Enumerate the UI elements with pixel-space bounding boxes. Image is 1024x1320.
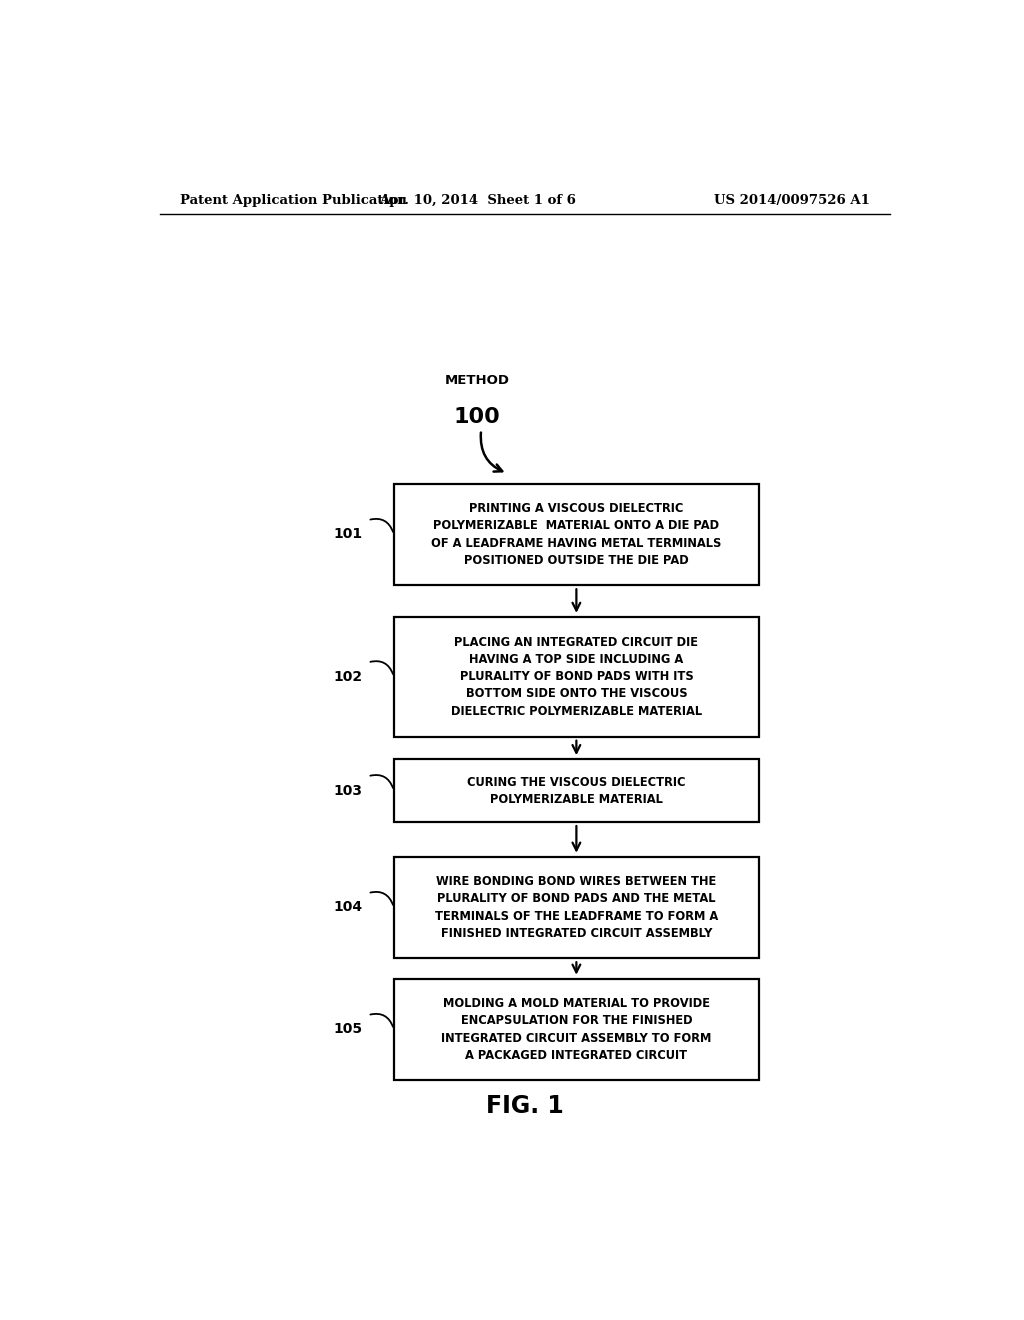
Bar	[394, 759, 759, 822]
Text: US 2014/0097526 A1: US 2014/0097526 A1	[714, 194, 870, 207]
Text: 104: 104	[333, 900, 362, 915]
Text: 105: 105	[333, 1023, 362, 1036]
Text: Apr. 10, 2014  Sheet 1 of 6: Apr. 10, 2014 Sheet 1 of 6	[379, 194, 575, 207]
Text: FIG. 1: FIG. 1	[486, 1094, 563, 1118]
Bar	[394, 616, 759, 737]
Text: 100: 100	[454, 408, 501, 428]
Text: 102: 102	[333, 669, 362, 684]
Text: METHOD: METHOD	[444, 374, 510, 387]
Bar	[394, 483, 759, 585]
Text: PLACING AN INTEGRATED CIRCUIT DIE
HAVING A TOP SIDE INCLUDING A
PLURALITY OF BON: PLACING AN INTEGRATED CIRCUIT DIE HAVING…	[451, 636, 701, 718]
Text: MOLDING A MOLD MATERIAL TO PROVIDE
ENCAPSULATION FOR THE FINISHED
INTEGRATED CIR: MOLDING A MOLD MATERIAL TO PROVIDE ENCAP…	[441, 997, 712, 1061]
Text: PRINTING A VISCOUS DIELECTRIC
POLYMERIZABLE  MATERIAL ONTO A DIE PAD
OF A LEADFR: PRINTING A VISCOUS DIELECTRIC POLYMERIZA…	[431, 502, 722, 566]
Text: 103: 103	[333, 784, 362, 797]
Text: 101: 101	[333, 528, 362, 541]
Bar	[394, 978, 759, 1080]
Text: Patent Application Publication: Patent Application Publication	[179, 194, 407, 207]
Bar	[394, 857, 759, 958]
Text: WIRE BONDING BOND WIRES BETWEEN THE
PLURALITY OF BOND PADS AND THE METAL
TERMINA: WIRE BONDING BOND WIRES BETWEEN THE PLUR…	[435, 875, 718, 940]
Text: CURING THE VISCOUS DIELECTRIC
POLYMERIZABLE MATERIAL: CURING THE VISCOUS DIELECTRIC POLYMERIZA…	[467, 776, 686, 805]
